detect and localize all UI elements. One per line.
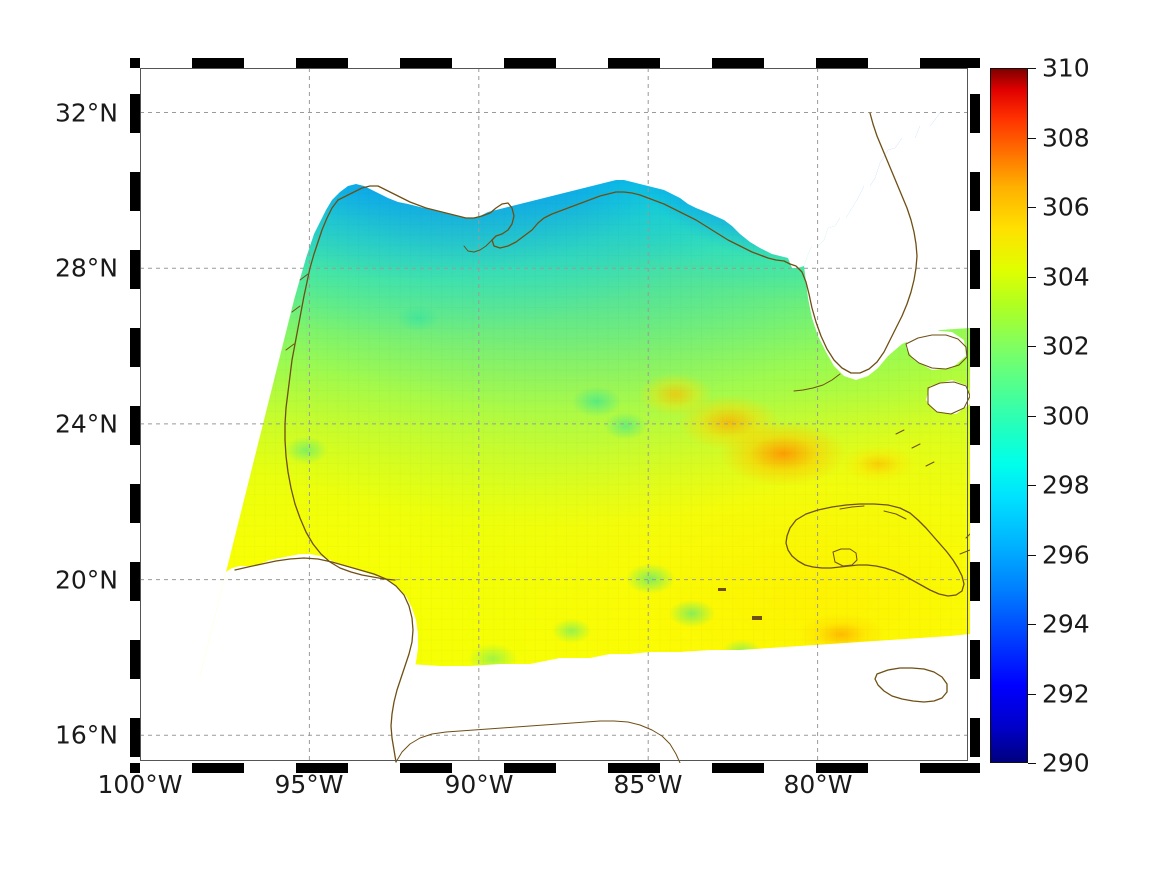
colorbar-label-306: 306 [1042,192,1090,222]
coastline-small-isle-1 [718,588,726,591]
coastlines [234,112,970,763]
coastline-jamaica-actual [874,667,948,703]
colorbar-tick-306 [1028,207,1036,208]
ytick-label-20N: 20°N [54,565,118,595]
coastline-florida [789,112,918,374]
xtick-label-85W: 85°W [613,770,683,799]
ytick-label-24N: 24°N [54,409,118,439]
colorbar[interactable]: 310 308 306 304 302 300 298 296 294 292 … [990,54,1090,778]
colorbar-label-298: 298 [1042,470,1090,500]
coastline-mississippi-delta [463,239,493,253]
xtick-label-95W: 95°W [274,770,344,799]
mask-north-america [140,68,970,763]
colorbar-label-296: 296 [1042,540,1090,569]
colorbar-tick-300 [1028,415,1036,417]
frame-bottom [130,763,980,773]
coastline-yucatan [234,557,414,763]
map-plot-area[interactable] [140,68,970,763]
frame-right [970,58,980,773]
coastline-texas-barrier [285,273,309,351]
mask-southern-nodata [140,634,970,763]
colorbar-tick-302 [1028,346,1036,347]
colorbar-label-310: 310 [1042,53,1090,83]
colorbar-tick-310 [1028,68,1036,69]
colorbar-tick-294 [1028,624,1036,625]
frame-left [130,58,140,773]
colorbar-label-302: 302 [1042,331,1090,361]
coastline-hispaniola [959,533,970,555]
ytick-label-16N: 16°N [54,720,118,750]
coastline-mexico-east [284,199,396,581]
colorbar-tick-298 [1028,485,1036,486]
coastline-isla-juventud [832,548,858,567]
land-and-nodata-mask [140,68,970,763]
colorbar-label-290: 290 [1042,748,1090,778]
coastline-cuba-cays [839,505,907,520]
colorbar-tick-304 [1028,276,1036,278]
colorbar-tick-292 [1028,693,1036,695]
ytick-label-28N: 28°N [54,253,118,283]
colorbar-tick-290 [1028,763,1036,764]
xtick-label-100W: 100°W [97,770,183,799]
colorbar-tick-308 [1028,137,1036,139]
colorbar-label-300: 300 [1042,401,1090,430]
mask-florida [804,113,970,380]
coastline-bahamas-grand [905,334,968,370]
xtick-label-80W: 80°W [783,770,853,799]
colorbar-label-294: 294 [1042,609,1090,639]
coastline-cayman [752,616,762,620]
coastline-bahamas-andros [927,381,970,415]
mask-bahamas-bank-1 [906,330,966,370]
frame-top [130,58,980,68]
colorbar-label-308: 308 [1042,123,1090,152]
colorbar-tick-296 [1028,554,1036,556]
colorbar-gradient [990,68,1028,763]
coastline-florida-keys [793,373,841,392]
coastline-cuba [785,503,965,597]
coastline-bahamas-small [895,429,935,467]
ytick-label-32N: 32°N [54,98,118,128]
colorbar-label-304: 304 [1042,262,1090,291]
colorbar-label-292: 292 [1042,679,1090,708]
mask-bahamas-bank-2 [926,380,970,414]
coastline-us-gulf [337,185,791,265]
xtick-label-90W: 90°W [444,770,514,799]
coastline-central-america [395,720,681,763]
